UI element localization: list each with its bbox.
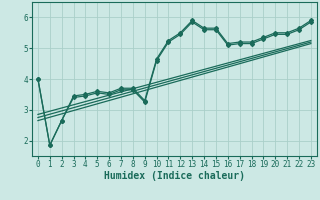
X-axis label: Humidex (Indice chaleur): Humidex (Indice chaleur) xyxy=(104,171,245,181)
